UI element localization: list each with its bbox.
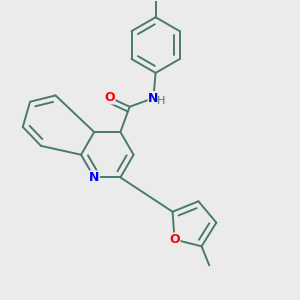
Text: N: N — [89, 171, 99, 184]
Text: O: O — [104, 91, 115, 104]
Text: O: O — [169, 233, 180, 246]
Text: N: N — [148, 92, 159, 105]
Text: H: H — [157, 96, 166, 106]
